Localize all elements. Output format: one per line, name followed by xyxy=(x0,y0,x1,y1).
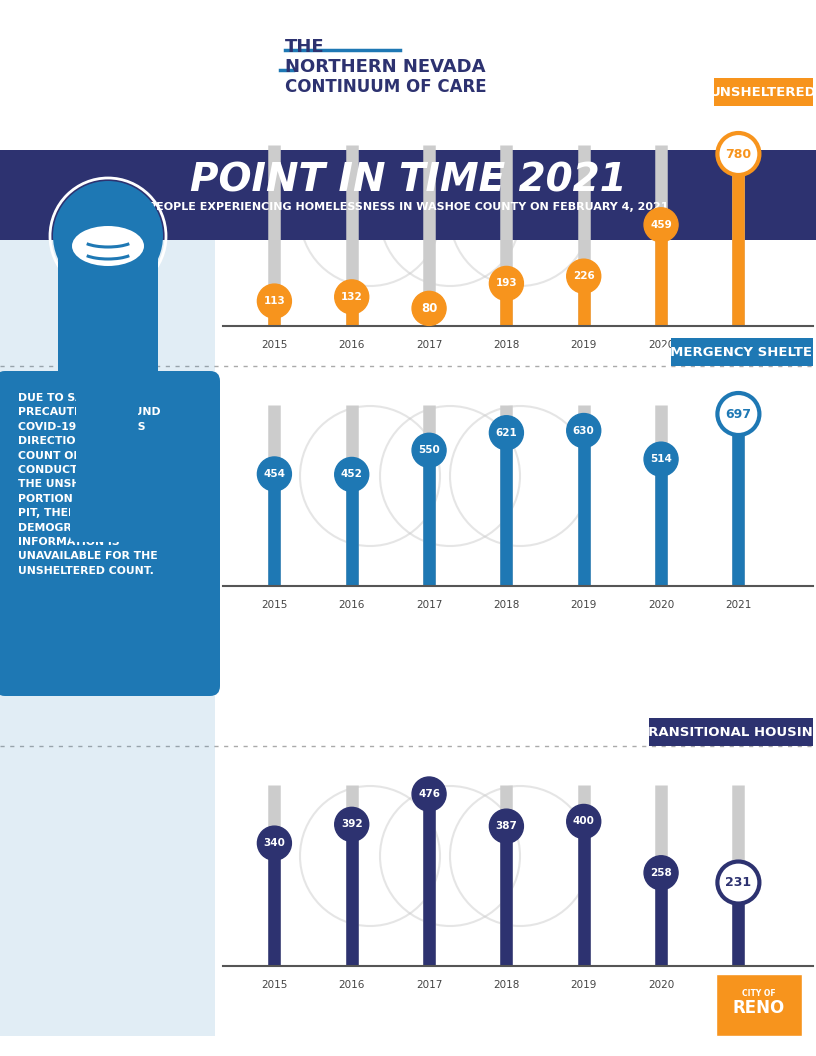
Text: 630: 630 xyxy=(573,426,595,435)
FancyBboxPatch shape xyxy=(0,0,816,150)
Text: THE: THE xyxy=(285,38,325,56)
Circle shape xyxy=(567,414,601,448)
Text: 514: 514 xyxy=(650,454,672,465)
Circle shape xyxy=(53,181,163,291)
Circle shape xyxy=(717,393,760,435)
FancyBboxPatch shape xyxy=(70,499,122,542)
Circle shape xyxy=(567,259,601,294)
Text: 697: 697 xyxy=(725,408,752,420)
Text: 387: 387 xyxy=(495,822,517,831)
Text: 2015: 2015 xyxy=(261,980,287,991)
Circle shape xyxy=(567,805,601,838)
Text: 452: 452 xyxy=(341,470,362,479)
Circle shape xyxy=(335,457,369,491)
Text: 454: 454 xyxy=(264,469,286,479)
Text: 226: 226 xyxy=(573,271,595,281)
Text: CONTINUUM OF CARE: CONTINUUM OF CARE xyxy=(285,78,486,96)
Text: 2015: 2015 xyxy=(261,340,287,350)
Text: PEOPLE EXPERIENCING HOMELESSNESS IN WASHOE COUNTY ON FEBRUARY 4, 2021: PEOPLE EXPERIENCING HOMELESSNESS IN WASH… xyxy=(148,202,668,212)
FancyBboxPatch shape xyxy=(76,355,114,517)
Text: CITY OF: CITY OF xyxy=(743,989,776,999)
FancyBboxPatch shape xyxy=(0,150,816,240)
FancyBboxPatch shape xyxy=(94,499,146,542)
Circle shape xyxy=(335,808,369,842)
Text: 132: 132 xyxy=(341,291,362,302)
Text: 2016: 2016 xyxy=(339,980,365,991)
FancyBboxPatch shape xyxy=(0,371,220,696)
FancyBboxPatch shape xyxy=(671,338,813,366)
FancyBboxPatch shape xyxy=(716,974,802,1036)
Text: DUE TO SAFETY
PRECAUTIONS AROUND
COVID-19 PER HUD'S
DIRECTION A HEAD
COUNT ONLY : DUE TO SAFETY PRECAUTIONS AROUND COVID-1… xyxy=(18,393,161,576)
Text: 459: 459 xyxy=(650,220,672,230)
Text: NORTHERN NEVADA: NORTHERN NEVADA xyxy=(285,58,486,76)
Text: 2015: 2015 xyxy=(261,600,287,610)
FancyBboxPatch shape xyxy=(100,355,138,517)
Text: 2021: 2021 xyxy=(725,340,752,350)
Circle shape xyxy=(257,457,291,491)
Text: 258: 258 xyxy=(650,868,672,878)
Text: 113: 113 xyxy=(264,296,286,306)
Ellipse shape xyxy=(72,226,144,266)
Text: 2018: 2018 xyxy=(493,600,520,610)
Circle shape xyxy=(644,855,678,890)
Text: 2020: 2020 xyxy=(648,600,674,610)
Text: 550: 550 xyxy=(418,446,440,455)
Circle shape xyxy=(717,862,760,904)
Text: 80: 80 xyxy=(421,302,437,315)
Text: 2018: 2018 xyxy=(493,980,520,991)
Text: 2017: 2017 xyxy=(416,600,442,610)
Text: 476: 476 xyxy=(418,789,440,799)
Text: 2017: 2017 xyxy=(416,340,442,350)
Circle shape xyxy=(257,826,291,861)
Text: 2020: 2020 xyxy=(648,340,674,350)
Circle shape xyxy=(412,777,446,811)
Text: 2019: 2019 xyxy=(570,980,597,991)
Text: TRANSITIONAL HOUSING: TRANSITIONAL HOUSING xyxy=(639,725,816,738)
Text: RENO: RENO xyxy=(733,999,785,1017)
Text: 2019: 2019 xyxy=(570,600,597,610)
Circle shape xyxy=(335,280,369,314)
Text: 2021: 2021 xyxy=(725,600,752,610)
Circle shape xyxy=(412,433,446,467)
Text: 2019: 2019 xyxy=(570,340,597,350)
Text: 193: 193 xyxy=(495,279,517,288)
Text: EMERGENCY SHELTER: EMERGENCY SHELTER xyxy=(661,345,816,358)
Circle shape xyxy=(717,133,760,175)
FancyBboxPatch shape xyxy=(649,718,813,746)
Text: UNSHELTERED: UNSHELTERED xyxy=(710,86,816,98)
Text: 2017: 2017 xyxy=(416,980,442,991)
Text: 392: 392 xyxy=(341,819,362,829)
Text: 400: 400 xyxy=(573,816,595,827)
Circle shape xyxy=(412,291,446,325)
Text: 780: 780 xyxy=(725,148,752,161)
Text: 2016: 2016 xyxy=(339,340,365,350)
FancyBboxPatch shape xyxy=(0,240,215,1036)
Circle shape xyxy=(257,284,291,318)
Text: 2020: 2020 xyxy=(648,980,674,991)
Text: 231: 231 xyxy=(725,876,752,889)
Text: 2016: 2016 xyxy=(339,600,365,610)
Text: POINT IN TIME 2021: POINT IN TIME 2021 xyxy=(189,162,627,200)
Text: 2021: 2021 xyxy=(725,980,752,991)
Text: 2018: 2018 xyxy=(493,340,520,350)
Circle shape xyxy=(490,416,523,450)
Circle shape xyxy=(644,208,678,242)
Circle shape xyxy=(490,266,523,301)
Text: 621: 621 xyxy=(495,428,517,438)
Text: 340: 340 xyxy=(264,838,286,848)
Circle shape xyxy=(644,442,678,476)
FancyBboxPatch shape xyxy=(714,78,813,106)
FancyBboxPatch shape xyxy=(58,242,158,388)
Circle shape xyxy=(490,809,523,843)
